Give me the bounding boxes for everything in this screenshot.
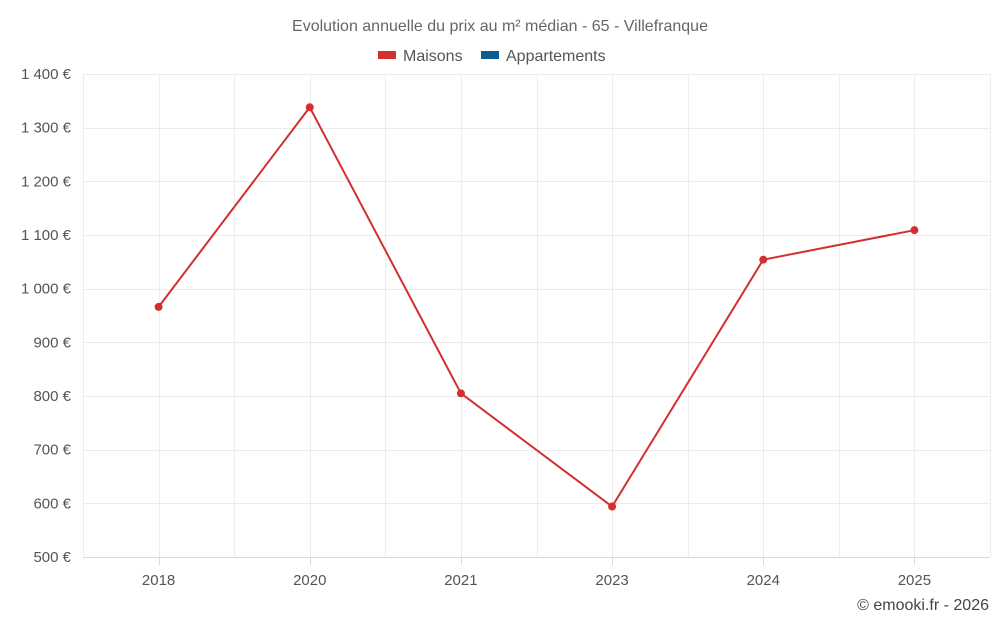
data-point[interactable] (910, 226, 919, 235)
grid (83, 74, 991, 558)
y-tick-label: 600 € (33, 495, 71, 512)
legend: Maisons Appartements (378, 48, 606, 65)
chart-title: Evolution annuelle du prix au m² médian … (292, 18, 708, 35)
x-axis-ticks: 2018 2020 2021 2023 2024 2025 (142, 557, 931, 589)
y-axis-ticks: 500 € 600 € 700 € 800 € 900 € 1 000 € 1 100 € 1… (21, 66, 72, 566)
y-tick-label: 500 € (33, 549, 71, 566)
x-tick-label: 2025 (898, 572, 931, 589)
legend-label-appartements: Appartements (506, 48, 606, 65)
legend-swatch-appartements (481, 51, 499, 59)
legend-label-maisons: Maisons (403, 48, 463, 65)
y-tick-label: 1 400 € (21, 66, 72, 83)
y-tick-label: 1 300 € (21, 120, 72, 137)
series-line-maisons (157, 106, 915, 508)
data-point[interactable] (154, 302, 163, 311)
data-point[interactable] (608, 502, 617, 511)
y-tick-label: 700 € (33, 442, 71, 459)
y-tick-label: 800 € (33, 388, 71, 405)
x-tick-label: 2018 (142, 572, 175, 589)
credit-text: © emooki.fr - 2026 (857, 597, 989, 614)
x-tick-label: 2024 (747, 572, 780, 589)
y-tick-label: 1 200 € (21, 173, 72, 190)
y-tick-label: 900 € (33, 334, 71, 351)
legend-item-appartements[interactable]: Appartements (481, 48, 606, 65)
y-tick-label: 1 000 € (21, 281, 72, 298)
data-point[interactable] (456, 389, 465, 398)
legend-swatch-maisons (378, 51, 396, 59)
legend-item-maisons[interactable]: Maisons (378, 48, 463, 65)
x-tick-label: 2020 (293, 572, 326, 589)
y-tick-label: 1 100 € (21, 227, 72, 244)
x-tick-label: 2023 (595, 572, 628, 589)
data-point[interactable] (759, 255, 768, 264)
x-tick-label: 2021 (444, 572, 477, 589)
data-point[interactable] (305, 103, 314, 112)
series-layer (154, 103, 919, 511)
